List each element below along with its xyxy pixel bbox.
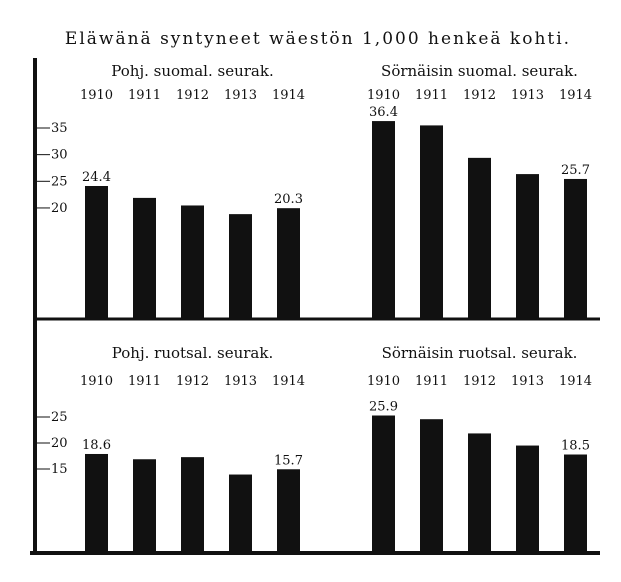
panel-title: Sörnäisin ruotsal. seurak. bbox=[382, 344, 578, 362]
x-tick-label: 1913 bbox=[511, 374, 544, 389]
data-label: 25.7 bbox=[561, 163, 590, 178]
y-tick-label: 35 bbox=[51, 121, 68, 136]
bar-1912 bbox=[468, 157, 491, 318]
panel-title: Sörnäisin suomal. seurak. bbox=[381, 62, 578, 80]
x-tick-label: 1912 bbox=[463, 374, 496, 389]
x-tick-label: 1914 bbox=[559, 88, 592, 103]
x-tick-label: 1911 bbox=[415, 88, 448, 103]
bar-1913 bbox=[516, 174, 539, 318]
x-tick-label: 1911 bbox=[128, 88, 161, 103]
y-tick-label: 15 bbox=[51, 462, 68, 477]
bar-1911 bbox=[420, 125, 443, 319]
x-tick-label: 1911 bbox=[415, 374, 448, 389]
bar-1910 bbox=[85, 453, 108, 552]
y-tick-label: 25 bbox=[51, 174, 68, 189]
bar-1914 bbox=[564, 454, 587, 552]
bar-1912 bbox=[468, 433, 491, 552]
x-tick-label: 1914 bbox=[272, 88, 305, 103]
x-tick-label: 1910 bbox=[367, 88, 400, 103]
bar-1912 bbox=[181, 205, 204, 318]
x-tick-label: 1910 bbox=[80, 88, 113, 103]
y-tick-label: 30 bbox=[51, 148, 68, 163]
data-label: 25.9 bbox=[369, 400, 398, 415]
bar-1913 bbox=[516, 445, 539, 552]
y-tick-label: 20 bbox=[51, 436, 68, 451]
x-tick-label: 1911 bbox=[128, 374, 161, 389]
bar-1911 bbox=[133, 459, 156, 552]
x-tick-label: 1914 bbox=[272, 374, 305, 389]
bar-1912 bbox=[181, 457, 204, 552]
data-label: 18.5 bbox=[561, 439, 590, 454]
data-label: 36.4 bbox=[369, 105, 398, 120]
bar-1910 bbox=[372, 121, 395, 319]
data-label: 18.6 bbox=[82, 438, 111, 453]
x-tick-label: 1913 bbox=[224, 88, 257, 103]
x-tick-label: 1914 bbox=[559, 374, 592, 389]
x-tick-label: 1910 bbox=[80, 374, 113, 389]
data-label: 24.4 bbox=[82, 170, 111, 185]
chart-title: Eläwänä syntyneet wäestön 1,000 henkeä k… bbox=[65, 29, 571, 49]
panel-title: Pohj. ruotsal. seurak. bbox=[112, 344, 273, 362]
bar-1914 bbox=[277, 469, 300, 552]
bar-1911 bbox=[133, 197, 156, 318]
y-tick-label: 25 bbox=[51, 410, 68, 425]
bar-1914 bbox=[564, 178, 587, 318]
data-label: 15.7 bbox=[274, 453, 303, 468]
bar-1913 bbox=[229, 214, 252, 318]
x-tick-label: 1913 bbox=[511, 88, 544, 103]
bar-1910 bbox=[85, 185, 108, 318]
x-tick-label: 1912 bbox=[176, 374, 209, 389]
y-tick-label: 20 bbox=[51, 201, 68, 216]
bar-1910 bbox=[372, 415, 395, 552]
bar-1914 bbox=[277, 208, 300, 318]
x-tick-label: 1910 bbox=[367, 374, 400, 389]
x-tick-label: 1912 bbox=[463, 88, 496, 103]
data-label: 20.3 bbox=[274, 192, 303, 207]
bar-1911 bbox=[420, 419, 443, 552]
x-tick-label: 1912 bbox=[176, 88, 209, 103]
panel-title: Pohj. suomal. seurak. bbox=[111, 62, 273, 80]
bar-1913 bbox=[229, 474, 252, 552]
x-tick-label: 1913 bbox=[224, 374, 257, 389]
